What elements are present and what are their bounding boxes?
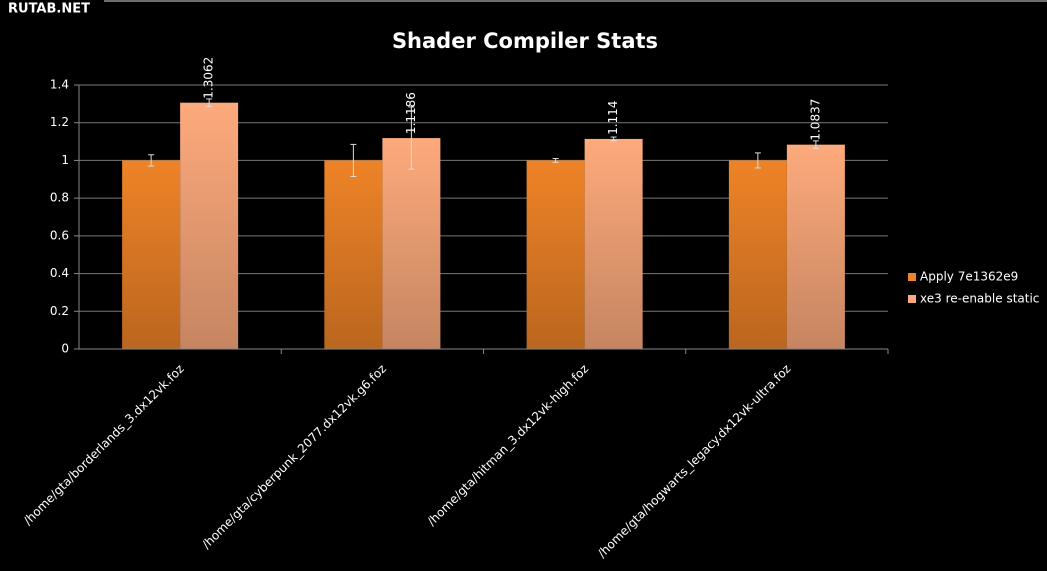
y-tick-label: 1.4 — [50, 78, 69, 92]
bar — [382, 138, 441, 349]
legend-label: Apply 7e1362e9 — [920, 270, 1018, 284]
error-bar — [754, 152, 761, 169]
bar — [180, 102, 239, 349]
data-label: 1.3062 — [202, 57, 216, 99]
y-tick-label: 0.4 — [50, 266, 69, 280]
data-label: 1.114 — [606, 101, 620, 135]
bar — [122, 160, 181, 349]
y-tick-label: 1 — [61, 153, 69, 167]
legend-label: xe3 re-enable static — [920, 292, 1039, 306]
y-tick-label: 0.6 — [50, 228, 69, 242]
bar — [584, 138, 643, 349]
data-label: 1.1186 — [404, 92, 418, 134]
error-bar — [148, 154, 155, 167]
error-bar — [350, 143, 357, 177]
y-tick-label: 0.8 — [50, 191, 69, 205]
error-bar — [610, 136, 617, 142]
y-tick-label: 1.2 — [50, 115, 69, 129]
watermark: RUTAB.NET — [8, 2, 90, 17]
error-bar — [812, 140, 819, 149]
y-tick-label: 0 — [61, 342, 69, 356]
error-bar — [206, 98, 213, 107]
bar — [728, 160, 787, 349]
y-tick-label: 0.2 — [50, 304, 69, 318]
bar — [786, 144, 845, 349]
error-bar — [552, 158, 559, 163]
chart-title: Shader Compiler Stats — [392, 29, 658, 53]
bar — [324, 160, 383, 349]
legend-swatch — [908, 295, 916, 303]
data-label: 1.0837 — [808, 99, 822, 141]
bar — [526, 160, 585, 349]
legend-swatch — [908, 273, 916, 281]
error-bar — [408, 106, 415, 170]
